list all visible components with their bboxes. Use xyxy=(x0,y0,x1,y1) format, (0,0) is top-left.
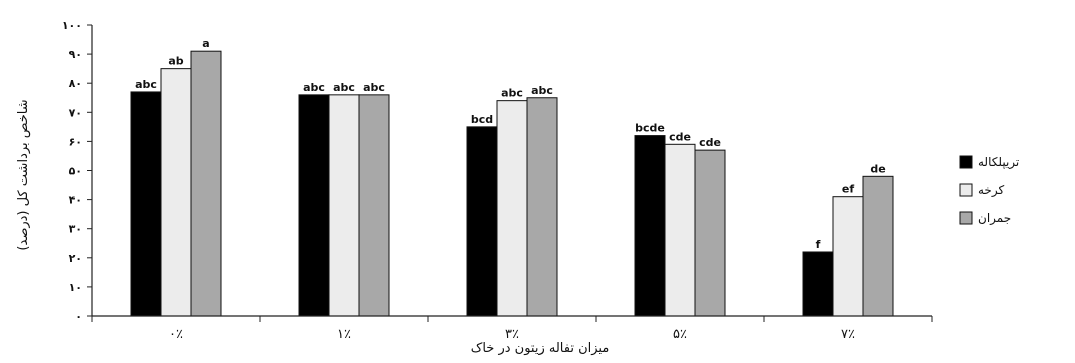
bar-2-2 xyxy=(526,97,558,317)
legend-label-0: تریپلکاله xyxy=(978,155,1019,170)
y-tick-label: ۳۰ xyxy=(69,223,82,236)
legend-label-2: جمران xyxy=(978,211,1011,226)
bar-0-1 xyxy=(298,94,330,317)
legend-swatch-0 xyxy=(959,155,973,169)
y-tick-label: ۵۰ xyxy=(69,165,82,178)
y-tick-label: ۰ xyxy=(75,310,82,323)
bar-1-4 xyxy=(832,196,864,317)
bar-1-1 xyxy=(328,94,360,317)
y-tick-label: ۱۰ xyxy=(69,281,82,294)
legend: تریپلکاله کرخه جمران xyxy=(959,155,1019,226)
bar-2-4 xyxy=(862,175,894,317)
bar-2-1 xyxy=(358,94,390,317)
data-label-1-1: abc xyxy=(333,81,355,94)
data-label-0-4: f xyxy=(816,238,821,251)
data-label-2-1: abc xyxy=(363,81,385,94)
bar-0-4 xyxy=(802,251,834,317)
data-label-1-0: ab xyxy=(168,55,183,68)
bar-0-3 xyxy=(634,135,666,317)
bar-1-0 xyxy=(160,68,192,317)
y-axis-title: شاخص برداشت کل (درصد) xyxy=(16,99,31,250)
x-tick-label-1: ۱٪ xyxy=(337,327,351,342)
y-tick-label: ۹۰ xyxy=(69,48,82,61)
data-label-2-2: abc xyxy=(531,84,553,97)
bar-1-2 xyxy=(496,100,528,317)
y-tick-label: ۷۰ xyxy=(69,106,82,119)
data-label-2-0: a xyxy=(202,37,209,50)
y-tick-label: ۴۰ xyxy=(69,194,82,207)
legend-swatch-1 xyxy=(959,183,973,197)
data-label-1-4: ef xyxy=(842,183,854,196)
bar-0-2 xyxy=(466,126,498,317)
y-tick-label: ۸۰ xyxy=(69,77,82,90)
data-label-0-3: bcde xyxy=(635,122,665,135)
data-label-0-0: abc xyxy=(135,78,157,91)
bar-0-0 xyxy=(130,91,162,317)
bar-2-3 xyxy=(694,149,726,317)
data-label-1-3: cde xyxy=(669,130,691,143)
legend-swatch-2 xyxy=(959,211,973,225)
legend-label-1: کرخه xyxy=(978,183,1004,198)
y-tick-label: ۲۰ xyxy=(69,252,82,265)
data-label-1-2: abc xyxy=(501,87,523,100)
data-label-2-3: cde xyxy=(699,136,721,149)
x-tick-label-4: ۷٪ xyxy=(841,327,855,342)
bars-group xyxy=(130,50,894,317)
bar-1-3 xyxy=(664,143,696,317)
bar-2-0 xyxy=(190,50,222,317)
x-axis-group: ۰٪ ۱٪ ۳٪ ۵٪ ۷٪ xyxy=(91,315,933,342)
x-tick-label-3: ۵٪ xyxy=(673,327,687,342)
data-label-0-2: bcd xyxy=(471,113,493,126)
y-tick-label: ۱۰۰ xyxy=(62,19,82,32)
data-label-0-1: abc xyxy=(303,81,325,94)
data-label-2-4: de xyxy=(870,162,885,175)
x-tick-label-2: ۳٪ xyxy=(505,327,519,342)
y-tick-label: ۶۰ xyxy=(69,135,82,148)
x-axis-title: میزان تفاله زیتون در خاک xyxy=(471,341,610,356)
x-tick-label-0: ۰٪ xyxy=(169,327,183,342)
y-axis-group: ۰ ۱۰ ۲۰ ۳۰ ۴۰ ۵۰ ۶۰ ۷۰ ۸۰ ۹۰ ۱۰۰ xyxy=(62,19,93,323)
